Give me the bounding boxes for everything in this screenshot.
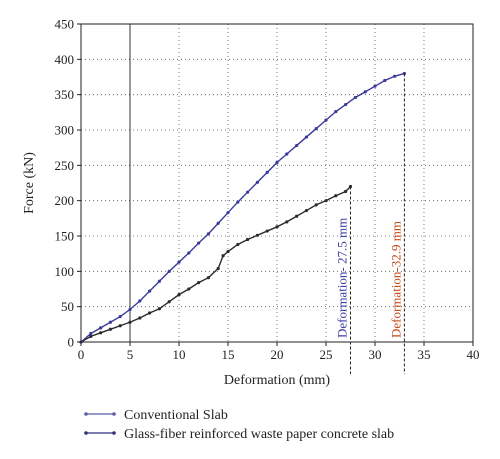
data-point-0 (265, 229, 269, 233)
data-point-1 (295, 143, 299, 148)
data-point-1 (148, 289, 152, 293)
y-tick-label: 100 (55, 264, 75, 279)
data-point-0 (197, 281, 201, 285)
data-point-1 (167, 269, 171, 273)
y-axis-label: Force (kN) (22, 152, 37, 214)
legend-marker-conventional (84, 412, 88, 416)
x-tick-label: 30 (369, 347, 382, 362)
data-point-0 (275, 225, 279, 229)
data-point-1 (108, 320, 112, 324)
data-point-1 (226, 211, 230, 215)
y-tick-label: 450 (55, 17, 75, 32)
data-point-1 (187, 251, 191, 255)
plot-frame (80, 23, 474, 343)
data-point-1 (197, 241, 201, 245)
y-tick-label: 350 (55, 87, 75, 102)
data-point-0 (177, 293, 181, 297)
data-point-1 (393, 74, 397, 78)
data-point-1 (99, 326, 103, 330)
data-point-1 (255, 180, 259, 184)
data-point-1 (373, 84, 377, 88)
data-point-1 (246, 190, 250, 194)
y-tick-label: 250 (55, 158, 75, 173)
data-point-0 (187, 287, 191, 291)
series-group (79, 71, 406, 344)
data-point-0 (108, 327, 112, 331)
data-point-1 (314, 126, 318, 131)
y-tick-label: 150 (55, 229, 75, 244)
data-point-0 (216, 266, 220, 271)
data-point-1 (363, 90, 367, 94)
data-point-1 (128, 307, 132, 312)
data-point-1 (206, 232, 210, 236)
series-line-0 (80, 186, 351, 343)
x-axis-label: Deformation (mm) (224, 373, 330, 388)
x-tick-label: 0 (78, 347, 85, 362)
data-point-1 (353, 95, 357, 100)
data-point-1 (285, 152, 289, 156)
data-point-0 (304, 208, 308, 213)
x-tick-label: 25 (320, 347, 333, 362)
data-point-0 (167, 300, 171, 304)
tick-labels: 0 5 10 15 20 25 30 35 40050100150200250300350400… (55, 17, 480, 363)
data-point-1 (216, 221, 220, 225)
y-tick-label: 200 (55, 193, 75, 208)
legend-label-conventional: Conventional Slab (124, 408, 228, 423)
data-point-0 (226, 249, 230, 254)
data-point-0 (348, 184, 353, 189)
y-tick-label: 300 (55, 123, 75, 138)
data-point-0 (285, 220, 289, 224)
x-tick-label: 20 (271, 347, 284, 362)
legend-marker-conventional (112, 412, 116, 416)
data-point-1 (324, 118, 328, 122)
data-point-1 (265, 170, 269, 174)
annotation-label: Deformation-32.9 mm (388, 221, 403, 338)
y-tick-label: 50 (61, 299, 74, 314)
data-point-0 (314, 203, 318, 207)
data-point-1 (304, 135, 308, 139)
data-point-0 (236, 242, 240, 247)
data-point-0 (89, 334, 93, 338)
y-tick-label: 0 (68, 335, 75, 350)
series-line-1 (80, 72, 405, 343)
x-tick-label: 35 (418, 347, 431, 362)
annotations: Deformation- 27.5 mm Deformation-32.9 mm (335, 73, 405, 374)
x-tick-label: 40 (467, 347, 480, 362)
legend-marker-glass-fiber (84, 431, 88, 435)
legend-marker-glass-fiber (112, 431, 116, 435)
data-point-0 (344, 189, 348, 194)
data-point-0 (128, 320, 132, 324)
y-tick-label: 400 (55, 52, 75, 67)
data-point-0 (157, 307, 161, 311)
data-point-0 (138, 316, 142, 320)
data-point-1 (138, 299, 142, 303)
data-point-1 (236, 200, 240, 204)
data-point-0 (246, 237, 250, 242)
data-point-1 (383, 78, 387, 83)
data-point-0 (221, 254, 225, 258)
data-point-1 (344, 102, 348, 107)
x-tick-label: 5 (127, 347, 134, 362)
data-point-0 (295, 214, 299, 218)
data-point-1 (334, 110, 338, 114)
data-point-0 (255, 233, 259, 237)
legend-label-glass-fiber: Glass-fiber reinforced waste paper concr… (124, 427, 394, 442)
data-point-0 (118, 324, 122, 328)
legend: Conventional Slab Glass-fiber reinforced… (84, 408, 394, 442)
data-point-1 (275, 160, 279, 165)
data-point-0 (99, 331, 103, 335)
data-point-1 (89, 331, 93, 336)
data-point-1 (118, 314, 122, 319)
data-point-0 (324, 199, 328, 203)
x-tick-label: 15 (222, 347, 235, 362)
grid (81, 24, 473, 342)
data-point-0 (334, 194, 338, 198)
annotation-label: Deformation- 27.5 mm (335, 218, 350, 338)
data-point-0 (206, 276, 210, 280)
data-point-1 (177, 260, 181, 264)
data-point-1 (157, 279, 161, 283)
data-point-0 (148, 311, 152, 315)
x-tick-label: 10 (173, 347, 186, 362)
